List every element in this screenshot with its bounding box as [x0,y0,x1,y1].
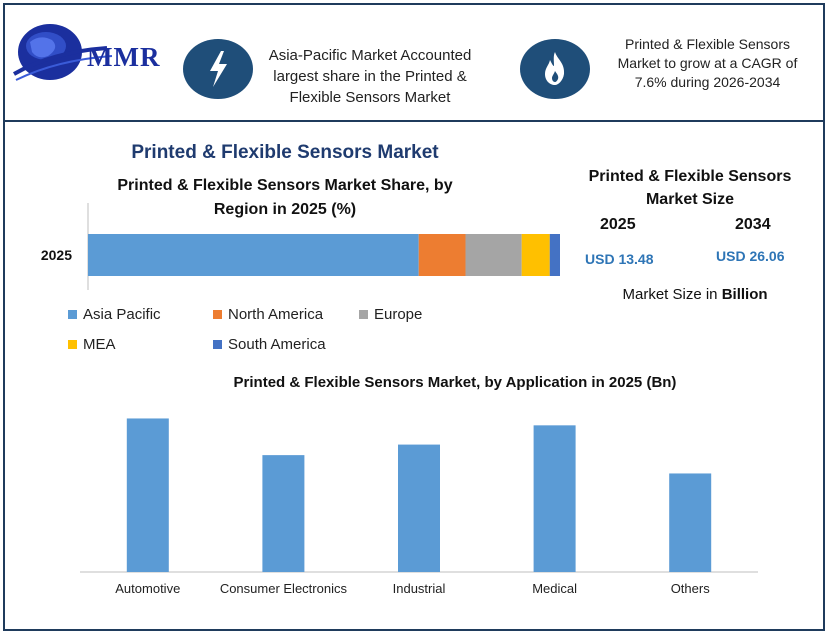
application-bar-automotive [126,418,169,572]
market-size-note-prefix: Market Size in [622,286,722,303]
region-chart-title: Printed & Flexible Sensors Market Share,… [75,174,495,222]
globe-icon [12,24,113,81]
legend-label: South America [228,336,326,353]
legend-item-south-america: South America [213,336,326,353]
market-size-title-line: Market Size [645,191,735,208]
application-bar-chart: Automotive Consumer Electronics Industrial… [80,418,758,596]
region-bar-segment-south-america [549,234,560,276]
market-size-title-line: Printed & Flexible Sensors [588,168,792,185]
brand-name: MMR [87,42,161,72]
application-tick-label: Medical [532,581,577,596]
year-2025: 2025 [600,216,636,233]
legend-label: MEA [83,336,116,353]
legend-item-asia-pacific: Asia Pacific [68,306,161,323]
flame-icon [545,52,565,85]
market-size-note-unit: Billion [721,286,768,303]
info-card-1-line: Asia-Pacific Market Accounted [268,47,472,64]
legend-swatch [68,310,77,319]
info-card-2-text: Printed & Flexible Sensors Market to gro… [600,35,815,92]
application-bar-industrial [398,444,440,572]
region-chart-title-line: Region in 2025 (%) [213,201,357,218]
info-card-1-text: Asia-Pacific Market Accounted largest sh… [252,45,488,108]
legend-item-europe: Europe [359,306,422,323]
legend-swatch [213,310,222,319]
year-2034: 2034 [735,216,771,233]
region-bar-segment-north-america [418,234,466,276]
legend-label: Europe [374,306,423,323]
region-share-chart: 2025 [41,203,560,290]
infographic-frame [3,3,825,631]
market-size-note: Market Size in Billion [580,286,810,303]
info-card-1-line: Flexible Sensors Market [289,89,451,106]
region-bar-segment-asia-pacific [88,234,419,276]
info-card-2-icon-circle [520,39,590,99]
market-size-2025-value: USD 13.48 [585,251,654,267]
application-tick-label: Others [671,581,711,596]
legend-label: North America [228,306,324,323]
market-size-title: Printed & Flexible Sensors Market Size [570,165,810,211]
legend-swatch [68,340,77,349]
region-bar-segment-europe [465,234,522,276]
application-bar-consumer-electronics [262,455,305,572]
legend-swatch [359,310,368,319]
header-divider [5,120,823,122]
application-bar-others [669,473,712,572]
info-card-2-line: Market to grow at a CAGR of [617,55,798,71]
info-card-1-line: largest share in the Printed & [273,68,467,85]
legend-item-mea: MEA [68,336,116,353]
application-bar-medical [533,425,576,572]
region-chart-title-line: Printed & Flexible Sensors Market Share,… [117,177,453,194]
info-card-1-icon-circle [183,39,253,99]
application-chart-title: Printed & Flexible Sensors Market, by Ap… [233,374,677,391]
legend-swatch [213,340,222,349]
info-card-2-line: 7.6% during 2026-2034 [634,74,781,90]
legend-item-north-america: North America [213,306,323,323]
application-tick-label: Consumer Electronics [220,581,348,596]
lightning-bolt-icon [210,51,227,87]
legend-label: Asia Pacific [83,306,161,323]
mmr-logo: MMR [12,22,167,88]
application-tick-label: Automotive [115,581,180,596]
info-card-2-line: Printed & Flexible Sensors [625,36,790,52]
region-bar-segment-mea [521,234,550,276]
application-tick-label: Industrial [393,581,446,596]
region-category-label: 2025 [41,247,72,263]
market-size-2034-value: USD 26.06 [716,248,785,264]
main-title: Printed & Flexible Sensors Market [131,142,439,163]
